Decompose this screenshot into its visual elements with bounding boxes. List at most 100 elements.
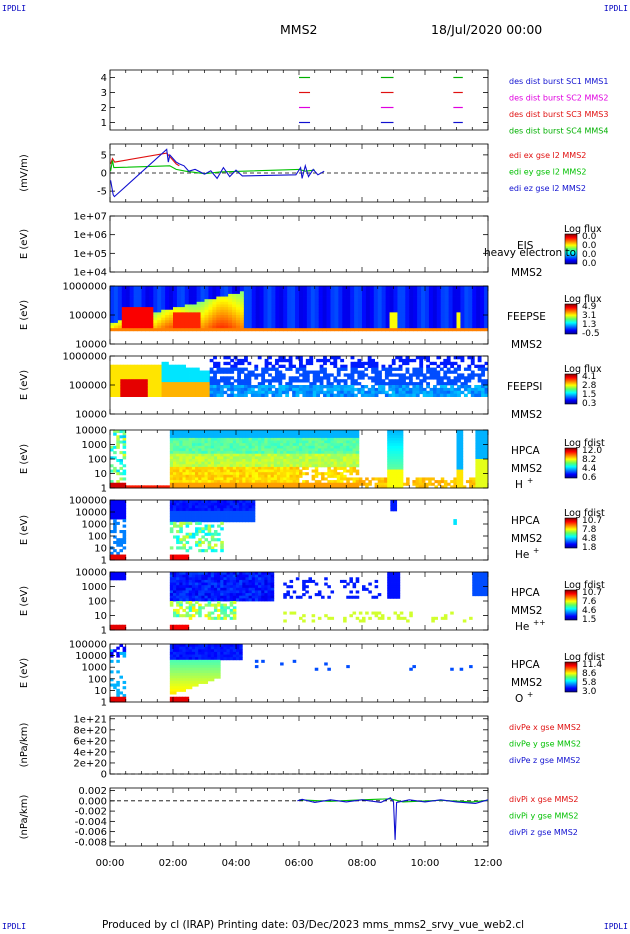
feeps-i-pixel — [206, 387, 211, 392]
hpca-h-pixel — [223, 448, 227, 452]
feeps-i-pixel — [247, 390, 252, 395]
feeps-e-pixel — [110, 301, 115, 305]
hpca-h-pixel — [116, 430, 120, 434]
hpca-h-pixel — [188, 461, 193, 465]
feeps-e-pixel — [381, 291, 387, 295]
feeps-i-pixel — [130, 367, 135, 371]
feeps-i-pixel — [443, 358, 448, 363]
feeps-e-pixel — [259, 288, 264, 292]
feeps-i-pixel — [422, 393, 427, 397]
hpca-h-pixel — [459, 464, 464, 468]
feeps-e-pixel — [232, 322, 237, 326]
feeps-e-pixel — [149, 322, 154, 326]
feeps-e-pixel — [153, 307, 158, 311]
hpca-h-pixel — [232, 474, 237, 478]
hpca-h-pixel — [317, 480, 322, 484]
feeps-e-pixel — [224, 309, 229, 313]
feeps-i-pixel — [319, 390, 324, 395]
feeps-i-pixel — [415, 376, 420, 380]
hpca-h-pixel — [270, 437, 275, 441]
feeps-i-pixel — [147, 367, 152, 371]
feeps-i-pixel — [292, 364, 296, 368]
hpca-h-pixel — [185, 480, 190, 484]
feeps-i-pixel — [268, 373, 272, 377]
feeps-e-pixel — [413, 286, 418, 290]
feeps-e-pixel — [149, 312, 154, 316]
hpca-h-pixel — [254, 430, 259, 434]
hpca-h-pixel — [443, 482, 448, 486]
hpca-h-pixel — [302, 440, 306, 444]
feeps-e-pixel — [169, 286, 174, 290]
hpca-h-spectrogram — [110, 430, 488, 489]
feeps-i-pixel — [230, 382, 235, 386]
hpca-h-pixel — [286, 451, 290, 455]
hpca-h-pixel — [352, 482, 357, 486]
feeps-e-pixel — [283, 291, 288, 295]
feeps-i-pixel — [398, 385, 403, 389]
feeps-e-pixel — [393, 317, 398, 321]
hpca-h-pixel — [169, 432, 174, 436]
hpca-h-pixel — [116, 437, 120, 441]
feeps-e-pixel — [330, 309, 335, 313]
feeps-e-colorbar — [564, 303, 578, 335]
hpca-h-pixel — [207, 437, 212, 441]
feeps-e-pixel — [397, 291, 402, 295]
feeps-e-pixel — [428, 309, 434, 313]
hpca-h-pixel — [343, 477, 347, 481]
hpca-h-pixel — [185, 432, 190, 436]
feeps-e-pixel — [200, 309, 205, 313]
hpca-h-pixel — [254, 453, 259, 457]
feeps-e-pixel — [354, 299, 359, 303]
hpca-h-pixel — [339, 448, 344, 452]
feeps-e-pixel — [334, 312, 339, 316]
hpca-h-pixel — [207, 430, 212, 434]
feeps-i-pixel — [257, 393, 262, 397]
feeps-i-pixel — [130, 382, 135, 386]
feeps-i-pixel — [127, 367, 132, 371]
feeps-i-pixel — [164, 364, 169, 368]
hpca-h-pixel — [210, 472, 215, 476]
hpca-h-pixel — [245, 448, 249, 452]
feeps-i-pixel — [374, 382, 379, 386]
feeps-i-pixel — [323, 385, 327, 389]
feeps-i-pixel — [261, 387, 266, 392]
feeps-i-pixel — [408, 390, 413, 395]
hpca-h-pixel — [191, 477, 196, 481]
hpca-h-pixel — [201, 456, 205, 460]
feeps-i-pixel — [216, 379, 221, 383]
hpca-h-pixel — [144, 485, 149, 489]
hpca-h-pixel — [251, 464, 256, 468]
hpca-h-pixel — [336, 482, 341, 486]
feeps-e-pixel — [295, 325, 300, 329]
feeps-i-pixel — [161, 373, 166, 377]
feeps-e-pixel — [421, 322, 426, 326]
feeps-i-pixel — [484, 361, 488, 366]
hpca-h-pixel — [280, 456, 284, 460]
hpca-h-pixel — [295, 461, 300, 465]
feeps-i-pixel — [213, 379, 217, 383]
feeps-e-pixel — [153, 286, 158, 290]
feeps-i-pixel — [257, 373, 262, 377]
hpca-h-pixel — [330, 469, 335, 473]
feeps-i-pixel — [134, 390, 138, 395]
hpca-h-pixel — [352, 430, 357, 434]
feeps-e-pixel — [224, 320, 229, 324]
hpca-h-pixel — [226, 445, 231, 449]
hpca-h-pixel — [339, 443, 344, 447]
feeps-e-pixel — [405, 317, 410, 321]
feeps-e-pixel — [236, 309, 241, 313]
feeps-e-pixel — [232, 325, 237, 329]
feeps-e-pixel — [365, 307, 371, 311]
feeps-e-pixel — [436, 315, 442, 319]
feeps-i-pixel — [123, 382, 128, 386]
feeps-i-pixel — [233, 393, 238, 397]
feeps-i-pixel — [134, 373, 138, 377]
feeps-e-pixel — [299, 291, 304, 295]
hpca-h-pixel — [273, 440, 278, 444]
feeps-i-pixel — [477, 387, 482, 392]
feeps-e-pixel — [137, 315, 142, 319]
feeps-e-pixel — [354, 307, 359, 311]
hpca-h-pixel — [122, 435, 127, 439]
hpca-h-pixel — [302, 443, 306, 447]
feeps-e-pixel — [121, 299, 127, 303]
